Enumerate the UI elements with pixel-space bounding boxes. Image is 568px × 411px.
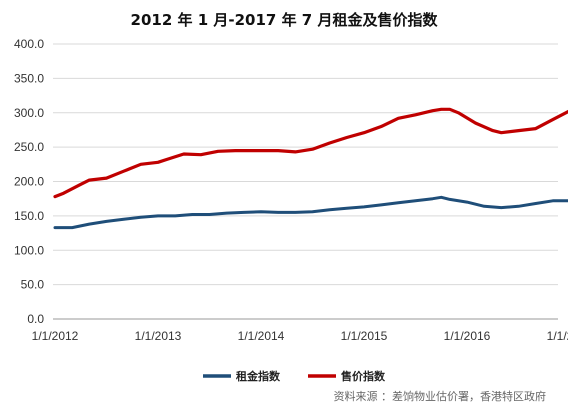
x-tick-label: 1/1/2017 <box>547 329 568 343</box>
x-tick-label: 1/1/2014 <box>238 329 285 343</box>
x-tick-label: 1/1/2013 <box>135 329 182 343</box>
price-index-line <box>53 107 568 199</box>
y-tick-label: 200.0 <box>14 175 44 189</box>
y-tick-label: 0.0 <box>27 312 44 326</box>
chart-title: 2012 年 1 月-2017 年 7 月租金及售价指数 <box>130 11 438 29</box>
source-note: 资料来源 ：差饷物业估价署，香港特区政府 <box>333 390 547 403</box>
y-tick-label: 100.0 <box>14 243 44 257</box>
x-tick-label: 1/1/2015 <box>341 329 388 343</box>
rent-index-line <box>53 195 568 230</box>
x-axis: 1/1/2012 1/1/2013 1/1/2014 1/1/2015 1/1/2016… <box>32 329 568 343</box>
series-group <box>53 107 568 230</box>
y-tick-label: 250.0 <box>14 140 44 154</box>
y-tick-label: 400.0 <box>14 37 44 51</box>
y-tick-label: 350.0 <box>14 71 44 85</box>
legend-label-rent: 租金指数 <box>236 369 281 383</box>
x-tick-label: 1/1/2012 <box>32 329 79 343</box>
x-tick-label: 1/1/2016 <box>444 329 491 343</box>
y-tick-label: 50.0 <box>21 278 45 292</box>
grid <box>53 43 558 320</box>
y-tick-label: 300.0 <box>14 106 44 120</box>
legend-label-price: 售价指数 <box>340 369 386 383</box>
y-tick-label: 150.0 <box>14 209 44 223</box>
legend: 租金指数 售价指数 <box>203 369 386 383</box>
y-axis: 0.0 50.0 100.0 150.0 200.0 250.0 300.0 350.0 400… <box>14 37 44 326</box>
